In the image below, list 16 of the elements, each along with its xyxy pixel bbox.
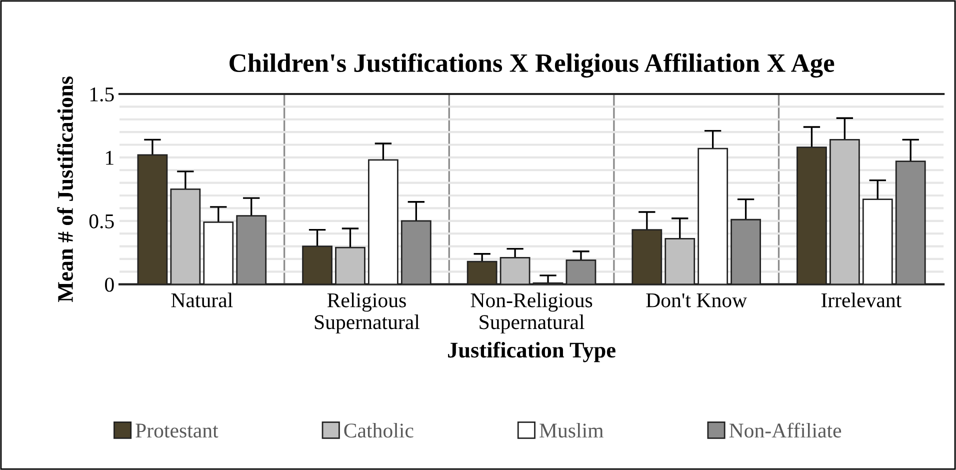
legend-label: Non-Affiliate: [729, 422, 842, 438]
y-tick-label: 0.5: [89, 214, 114, 228]
x-tick-label: Irrelevant: [821, 292, 902, 308]
y-tick-label: 0: [105, 278, 114, 292]
x-tick-label: Don't Know: [646, 293, 748, 308]
y-axis-title: Mean # of Justifications: [57, 76, 74, 302]
chart-title: Children's Justifications X Religious Affiliation X Age: [230, 53, 834, 78]
x-tick-label: Religious Supernatural: [314, 292, 420, 334]
y-tick-label: 1: [106, 150, 114, 165]
x-axis-title: Justification Type: [448, 342, 616, 362]
legend-label: Protestant: [136, 424, 218, 438]
y-tick-label: 1.5: [90, 87, 114, 102]
legend-label: Catholic: [344, 422, 414, 438]
x-tick-label: Non-Religious Supernatural: [470, 292, 592, 334]
legend-label: Muslim: [540, 422, 604, 438]
x-tick-label: Natural: [171, 292, 233, 308]
